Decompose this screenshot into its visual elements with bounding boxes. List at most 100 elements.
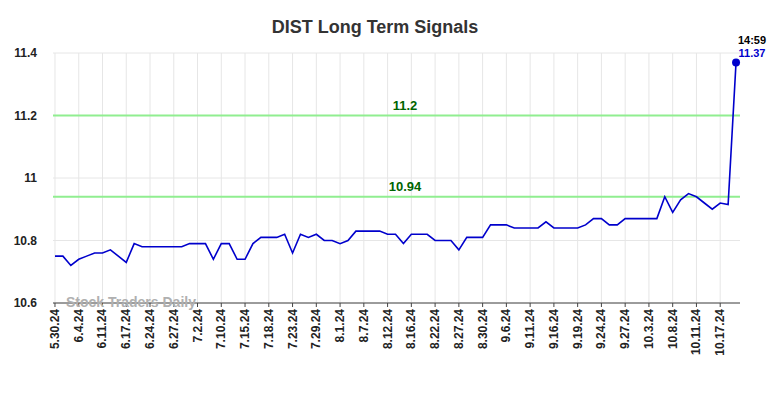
x-tick xyxy=(268,303,269,307)
grid-line xyxy=(316,53,317,303)
grid-line xyxy=(363,53,364,303)
x-tick xyxy=(696,303,697,307)
x-tick-label: 8.22.24 xyxy=(428,309,442,349)
x-tick xyxy=(577,303,578,307)
grid-line xyxy=(696,53,697,303)
grid-line xyxy=(648,53,649,303)
grid-line xyxy=(268,53,269,303)
grid xyxy=(53,53,740,303)
x-tick xyxy=(435,303,436,307)
grid-line xyxy=(126,53,127,303)
grid-line xyxy=(458,53,459,303)
grid-line xyxy=(54,53,55,303)
y-tick-label: 10.6 xyxy=(14,296,38,310)
grid-line xyxy=(672,53,673,303)
x-tick xyxy=(292,303,293,307)
x-tick-label: 6.17.24 xyxy=(119,309,133,349)
x-tick xyxy=(363,303,364,307)
x-tick-label: 9.27.24 xyxy=(618,309,632,349)
x-tick-label: 7.18.24 xyxy=(262,309,276,349)
x-tick xyxy=(530,303,531,307)
x-tick xyxy=(54,303,55,307)
grid-line xyxy=(150,53,151,303)
plot-area xyxy=(53,62,740,265)
x-tick xyxy=(482,303,483,307)
x-tick-label: 8.30.24 xyxy=(476,309,490,349)
grid-line xyxy=(577,53,578,303)
x-tick xyxy=(553,303,554,307)
x-tick-label: 9.16.24 xyxy=(547,309,561,349)
x-tick-label: 7.2.24 xyxy=(191,309,205,343)
x-tick-label: 9.19.24 xyxy=(571,309,585,349)
x-tick xyxy=(672,303,673,307)
grid-line xyxy=(506,53,507,303)
x-tick xyxy=(411,303,412,307)
x-tick-label: 6.27.24 xyxy=(167,309,181,349)
time-label: 14:59 xyxy=(738,34,766,46)
x-tick xyxy=(221,303,222,307)
x-tick xyxy=(601,303,602,307)
x-axis: 5.30.24 6.4.24 6.11.24 6.17.24 6.24.24 6.27.2… xyxy=(48,303,727,356)
x-tick-label: 7.15.24 xyxy=(238,309,252,349)
reference-line xyxy=(53,115,740,117)
x-tick-label: 10.11.24 xyxy=(689,309,703,355)
last-value-label: 11.37 xyxy=(739,47,766,59)
grid-line xyxy=(53,115,740,116)
x-tick-label: 8.1.24 xyxy=(333,309,347,343)
grid-line xyxy=(197,53,198,303)
x-tick-label: 6.11.24 xyxy=(95,309,109,349)
x-tick-label: 9.11.24 xyxy=(523,309,537,349)
y-tick-label: 11.2 xyxy=(14,109,37,123)
grid-line xyxy=(340,53,341,303)
x-tick-label: 8.7.24 xyxy=(357,309,371,343)
x-tick-label: 7.23.24 xyxy=(286,309,300,349)
y-axis: 10.6 10.8 11 11.2 11.4 xyxy=(14,46,38,310)
x-tick xyxy=(245,303,246,307)
grid-line xyxy=(625,53,626,303)
x-tick xyxy=(506,303,507,307)
x-tick xyxy=(720,303,721,307)
x-tick xyxy=(648,303,649,307)
watermark: Stock Traders Daily xyxy=(66,294,196,310)
grid-line xyxy=(601,53,602,303)
x-tick-label: 6.24.24 xyxy=(143,309,157,349)
x-tick xyxy=(625,303,626,307)
reference-label: 11.2 xyxy=(393,98,418,113)
labels: 11.2 10.94 14:5911.37 xyxy=(389,34,766,194)
x-tick-label: 10.3.24 xyxy=(642,309,656,349)
grid-line xyxy=(530,53,531,303)
title: DIST Long Term Signals xyxy=(272,17,479,37)
grid-line xyxy=(102,53,103,303)
x-tick-label: 9.24.24 xyxy=(594,309,608,349)
grid-line xyxy=(173,53,174,303)
x-tick-label: 10.17.24 xyxy=(713,309,727,356)
x-tick-label: 5.30.24 xyxy=(48,309,62,349)
grid-line xyxy=(53,53,740,54)
grid-line xyxy=(720,53,721,303)
y-tick-label: 11 xyxy=(24,171,37,185)
x-tick xyxy=(458,303,459,307)
x-tick xyxy=(340,303,341,307)
price-line xyxy=(55,62,736,265)
grid-line xyxy=(553,53,554,303)
y-tick-label: 10.8 xyxy=(14,234,38,248)
grid-line xyxy=(78,53,79,303)
x-tick xyxy=(316,303,317,307)
grid-line xyxy=(435,53,436,303)
x-tick-label: 7.29.24 xyxy=(309,309,323,349)
x-tick-label: 9.6.24 xyxy=(499,309,513,343)
grid-line xyxy=(53,240,740,241)
x-tick-label: 6.4.24 xyxy=(72,309,86,343)
grid-line xyxy=(221,53,222,303)
x-tick xyxy=(387,303,388,307)
chart: DIST Long Term Signals 10.6 10.8 11 11.2 11.4… xyxy=(0,0,784,398)
reference-label: 10.94 xyxy=(389,179,422,194)
x-tick-label: 7.10.24 xyxy=(214,309,228,349)
y-tick-label: 11.4 xyxy=(14,46,37,60)
x-tick-label: 8.27.24 xyxy=(452,309,466,349)
x-tick-label: 8.12.24 xyxy=(381,309,395,349)
x-tick-label: 8.16.24 xyxy=(404,309,418,349)
last-point xyxy=(732,58,740,66)
grid-line xyxy=(292,53,293,303)
grid-line xyxy=(482,53,483,303)
